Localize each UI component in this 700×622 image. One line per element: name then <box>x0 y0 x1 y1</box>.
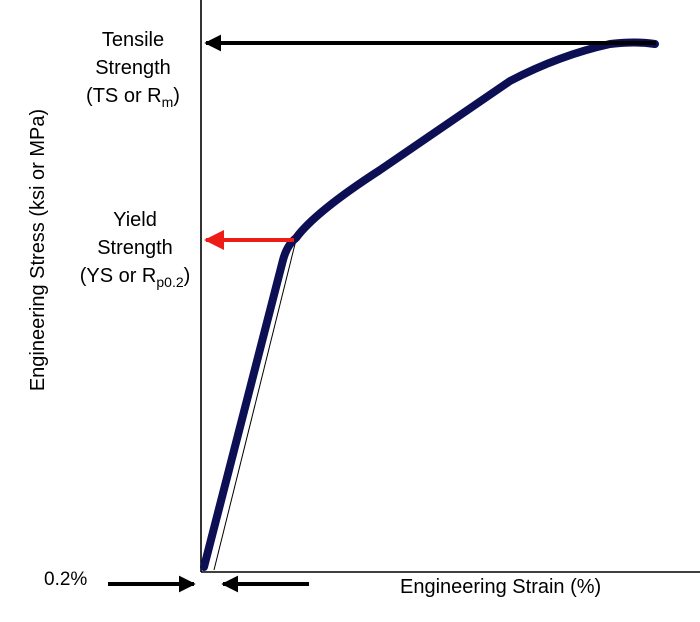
yield-strength-close: ) <box>183 265 191 287</box>
tensile-strength-close: ) <box>173 85 180 107</box>
x-axis-label: Engineering Strain (%) <box>400 576 602 598</box>
yield-strength-line2: Strength <box>97 237 173 259</box>
y-axis-label: Engineering Stress (ksi or MPa) <box>27 108 49 392</box>
tensile-strength-label: Tensile Strength (TS or Rm) <box>58 26 208 110</box>
tensile-strength-line3: (TS or Rm) <box>58 82 208 110</box>
offset-line <box>213 239 297 571</box>
yield-strength-symbol: (YS or R <box>79 265 157 287</box>
tensile-strength-line2: Strength <box>95 57 171 79</box>
stress-strain-curve <box>200 38 659 571</box>
yield-strength-label: Yield Strength (YS or Rp0.2) <box>60 206 210 290</box>
tensile-strength-subscript: m <box>161 94 174 110</box>
yield-strength-line1: Yield <box>113 209 157 231</box>
tensile-strength-line1: Tensile <box>101 29 165 51</box>
offset-label: 0.2% <box>44 569 88 590</box>
yield-strength-subscript: p0.2 <box>156 274 184 290</box>
tensile-strength-symbol: (TS or R <box>86 85 162 107</box>
yield-strength-line3: (YS or Rp0.2) <box>60 262 210 290</box>
